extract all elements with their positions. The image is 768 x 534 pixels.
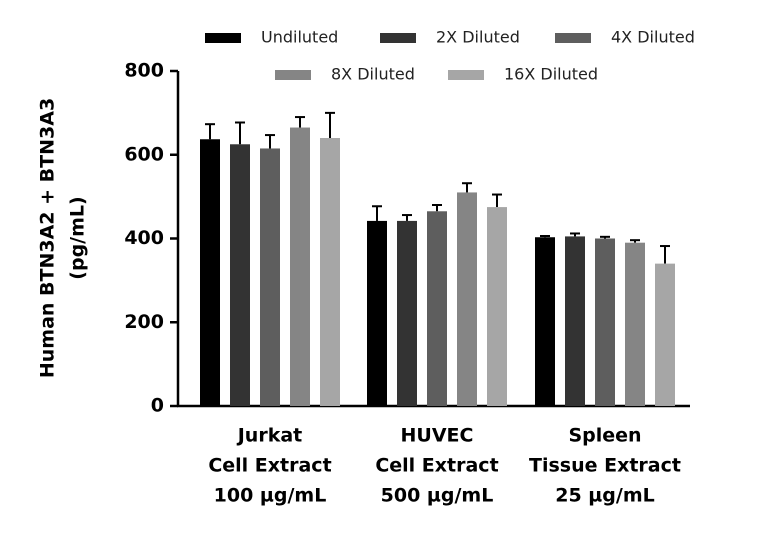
bar [320,138,340,406]
y-tick-label: 400 [124,227,164,249]
y-tick-label: 800 [124,60,164,82]
bar [427,211,447,406]
y-tick-label: 200 [124,311,164,333]
bar [457,192,477,406]
y-tick-label: 0 [151,395,164,417]
x-tick-label: Cell Extract [208,455,331,477]
x-tick-label: Tissue Extract [529,455,681,477]
x-tick-label: Jurkat [236,425,303,447]
x-tick-label: Spleen [568,425,641,447]
bar [595,238,615,406]
bar [565,236,585,406]
y-tick-label: 600 [124,143,164,165]
bar [260,148,280,406]
bar [655,263,675,406]
legend-label: 16X Diluted [504,65,598,84]
legend-swatch [275,70,311,80]
bar [367,220,387,406]
bar [290,127,310,406]
x-tick-label: 500 µg/mL [381,485,494,507]
legend-label: 2X Diluted [436,28,520,47]
legend-swatch [205,33,241,43]
y-axis-title: (pg/mL) [67,196,89,279]
x-tick-label: 25 µg/mL [555,485,654,507]
x-tick-label: HUVEC [401,425,474,447]
legend-label: 4X Diluted [611,28,695,47]
bar [535,237,555,406]
bar [230,144,250,406]
y-axis-title: Human BTN3A2 + BTN3A3 [37,98,59,378]
x-tick-label: Cell Extract [375,455,498,477]
bar [397,220,417,406]
legend-label: 8X Diluted [331,65,415,84]
legend-swatch [448,70,484,80]
legend-label: Undiluted [261,28,338,47]
legend-swatch [380,33,416,43]
legend-swatch [555,33,591,43]
bar [625,242,645,406]
x-tick-label: 100 µg/mL [214,485,327,507]
bar [487,207,507,406]
bar [200,139,220,406]
